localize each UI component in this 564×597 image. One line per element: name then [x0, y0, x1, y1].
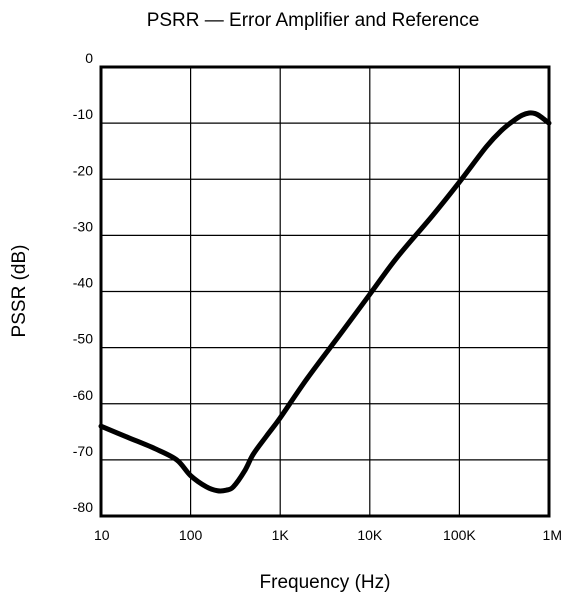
plot-lines — [98, 110, 552, 494]
y-tick-label: -50 — [73, 331, 93, 347]
x-tick-label: 1M — [543, 527, 562, 543]
chart-title: PSRR — Error Amplifier and Reference — [147, 10, 480, 31]
grid — [99, 65, 551, 518]
y-tick-label: -80 — [73, 499, 93, 515]
y-tick-label: -40 — [73, 275, 93, 291]
x-tick-label: 100K — [443, 527, 476, 543]
x-tick-label: 10 — [94, 527, 110, 543]
y-tick-label: -20 — [73, 162, 93, 178]
x-tick-label: 100 — [179, 527, 203, 543]
plot-frame — [99, 65, 551, 518]
x-tick-label: 1K — [272, 527, 290, 543]
y-tick-label: -60 — [73, 387, 93, 403]
y-axis-label: PSSR (dB) — [9, 245, 30, 338]
x-axis-label: Frequency (Hz) — [260, 572, 391, 593]
y-tick-label: 0 — [85, 50, 93, 66]
y-tick-label: -10 — [73, 106, 93, 122]
tick-labels: 10 100 1K 10K 100K 1M 0 -10 -20 -30 -40 -50 -60 -70 -8… — [73, 50, 562, 543]
y-tick-label: -30 — [73, 218, 93, 234]
x-tick-label: 10K — [357, 527, 383, 543]
y-tick-label: -70 — [73, 443, 93, 459]
psrr-series-line — [98, 110, 552, 494]
